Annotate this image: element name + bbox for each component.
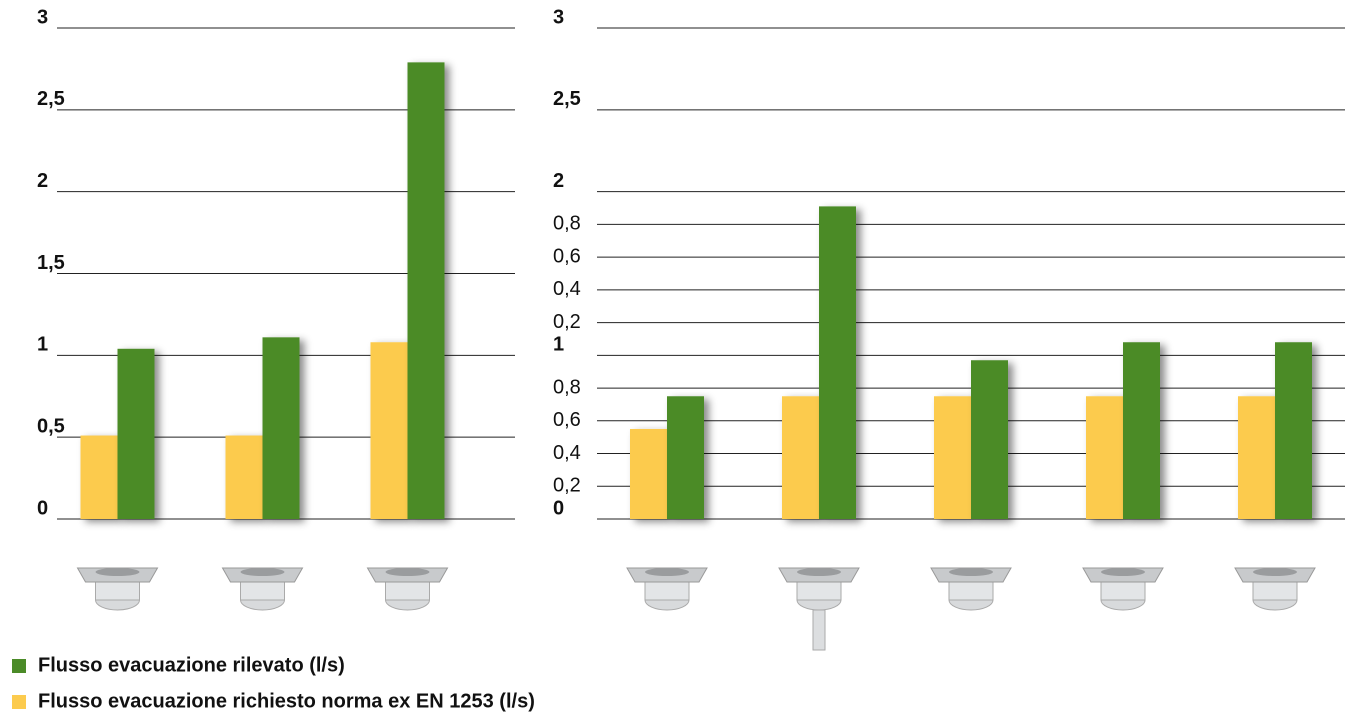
legend-label: Flusso evacuazione richiesto norma ex EN…	[38, 690, 535, 712]
product-image	[1234, 567, 1316, 611]
product-image	[366, 567, 449, 611]
product-shape	[645, 568, 689, 576]
bar	[225, 435, 263, 519]
y-tick-label: 0,2	[553, 311, 581, 333]
bar	[1086, 396, 1123, 519]
y-tick-label: 0,6	[553, 245, 581, 267]
legend-swatch	[12, 659, 26, 673]
bar	[934, 396, 971, 519]
y-tick-label: 0,4	[553, 278, 581, 300]
y-tick-label: 1,5	[37, 252, 65, 274]
y-tick-label: 2,5	[553, 88, 581, 110]
product-shape	[240, 568, 285, 576]
bar	[782, 396, 819, 519]
product-shape	[1253, 568, 1297, 576]
y-tick-label: 0	[37, 497, 48, 519]
y-tick-label: 0,4	[553, 442, 581, 464]
product-image	[221, 567, 304, 611]
bar	[262, 337, 300, 519]
y-tick-label: 2	[553, 170, 564, 192]
y-tick-label: 2,5	[37, 88, 65, 110]
bar	[117, 348, 155, 519]
y-tick-label: 0	[553, 497, 564, 519]
bar	[1238, 396, 1275, 519]
product-shape	[949, 568, 993, 576]
product-image	[76, 567, 159, 611]
y-tick-label: 0,6	[553, 409, 581, 431]
y-tick-label: 0,8	[553, 376, 581, 398]
y-tick-label: 0,2	[553, 475, 581, 497]
bar	[1123, 342, 1160, 519]
product-shape	[797, 568, 841, 576]
legend-label: Flusso evacuazione rilevato (l/s)	[38, 654, 345, 676]
bar	[80, 435, 118, 519]
product-shape	[812, 609, 826, 651]
bar	[1275, 342, 1312, 519]
bar	[819, 206, 856, 519]
product-image	[1082, 567, 1164, 611]
bar	[370, 342, 408, 519]
bar	[971, 360, 1008, 519]
y-tick-label: 3	[37, 6, 48, 28]
product-shape	[385, 568, 430, 576]
product-image	[626, 567, 708, 611]
product-image	[778, 567, 860, 651]
product-image	[930, 567, 1012, 611]
y-tick-label: 1	[553, 334, 564, 356]
legend-swatch	[12, 695, 26, 709]
y-tick-label: 3	[553, 6, 564, 28]
bar	[407, 62, 445, 520]
y-tick-label: 2	[37, 170, 48, 192]
product-shape	[1101, 568, 1145, 576]
y-tick-label: 0,5	[37, 415, 65, 437]
bar	[667, 396, 704, 519]
product-shape	[95, 568, 140, 576]
bar	[630, 428, 667, 519]
y-tick-label: 0,8	[553, 213, 581, 235]
y-tick-label: 1	[37, 334, 48, 356]
